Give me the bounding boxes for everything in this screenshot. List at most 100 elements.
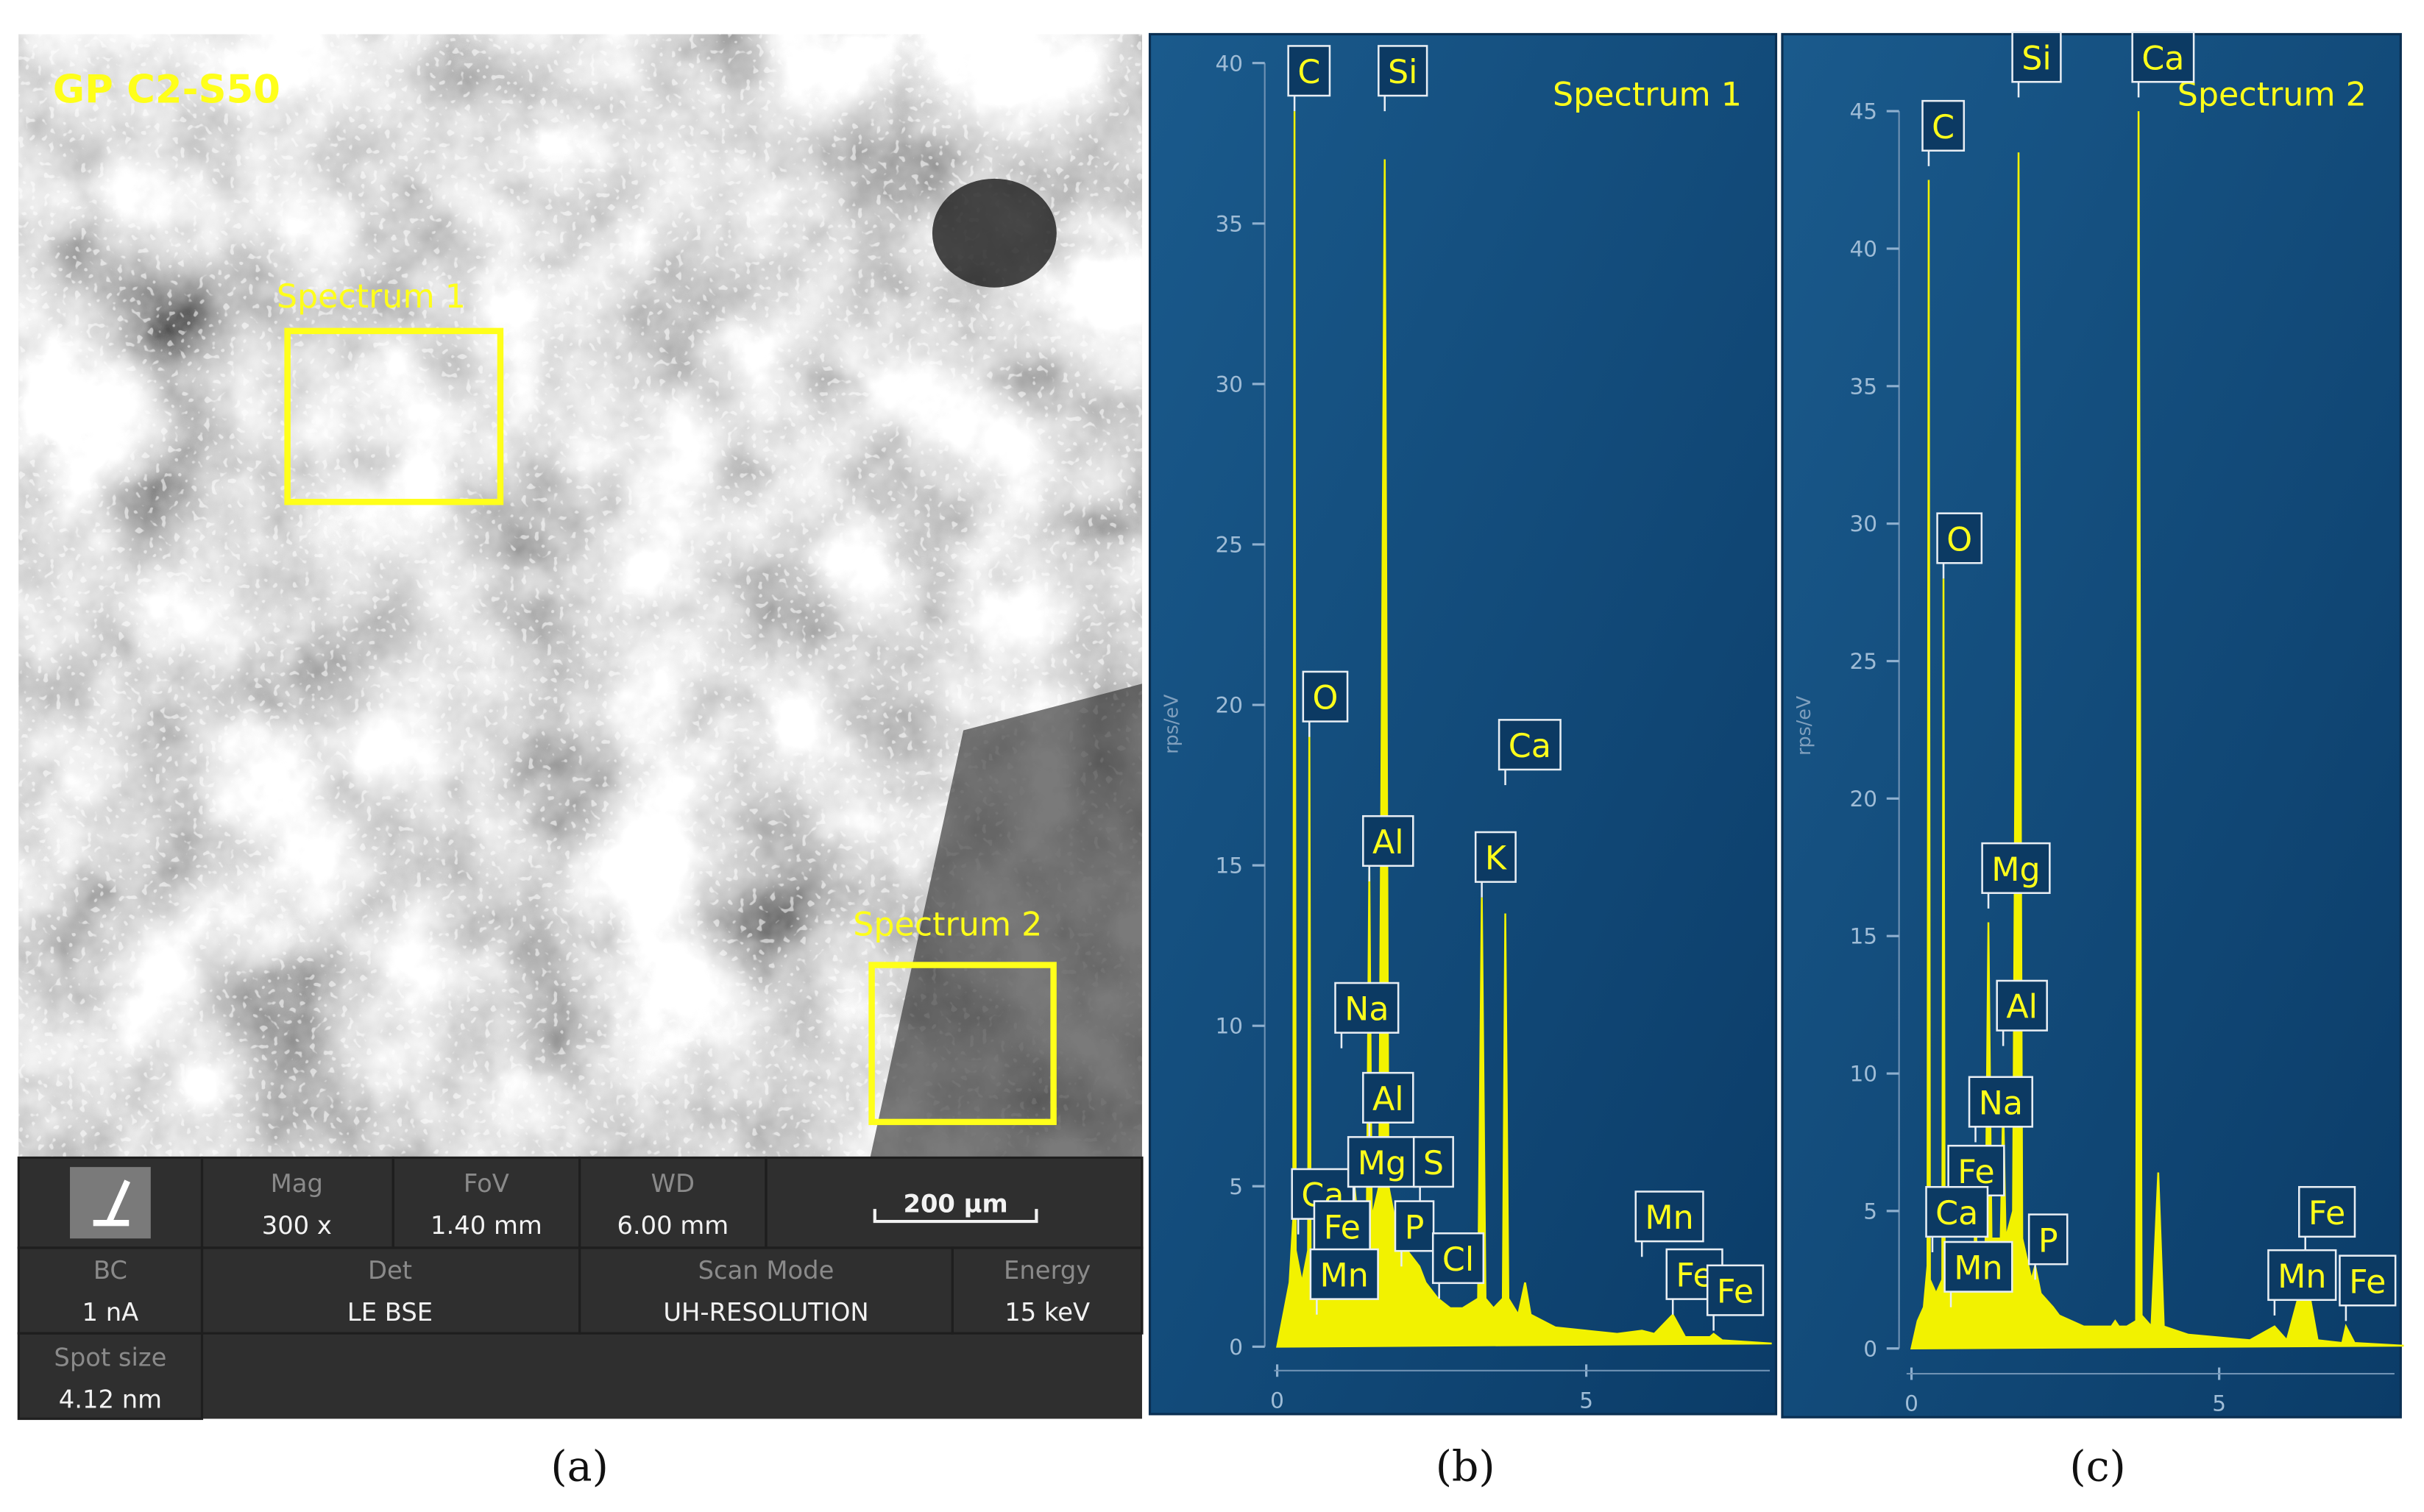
y-tick-label: 35 — [1216, 211, 1244, 236]
peak-annotation: Na — [1334, 982, 1400, 1048]
peak-annotation: Fe — [1313, 1200, 1371, 1267]
region-label: Spectrum 2 — [853, 906, 1042, 943]
y-tick-label: 0 — [1229, 1335, 1243, 1360]
info-value: 15 keV — [1004, 1298, 1090, 1327]
annotation-label: Si — [1388, 54, 1417, 91]
sem-image — [18, 34, 1142, 1158]
y-tick-label: 15 — [1216, 853, 1244, 879]
peak-annotation: Na — [1968, 1076, 2033, 1143]
info-value: 1 nA — [82, 1298, 139, 1327]
annotation-box — [1943, 1241, 2013, 1293]
plot-background — [1148, 32, 1778, 1416]
region-label: Spectrum 1 — [277, 278, 466, 316]
peak-annotation: Al — [1362, 814, 1414, 881]
annotation-label: P — [1405, 1209, 1425, 1246]
peak-annotation: P — [1394, 1200, 1435, 1267]
peak-annotation: Mg — [1347, 1136, 1417, 1203]
annotation-label: Al — [1372, 824, 1404, 862]
info-label: WD — [651, 1169, 695, 1198]
annotation-label: Mn — [1320, 1257, 1369, 1295]
annotation-label: Si — [2021, 40, 2051, 77]
spectrum — [1910, 111, 2404, 1350]
annotation-box — [1968, 1076, 2033, 1128]
x-tick-label: 0 — [1270, 1388, 1284, 1413]
annotation-label: Mn — [2278, 1258, 2326, 1296]
annotation-label: Ca — [1935, 1195, 1978, 1232]
annotation-label: K — [1485, 840, 1507, 878]
info-value: 1.40 mm — [430, 1211, 542, 1240]
info-grid — [17, 1156, 1144, 1420]
peak-annotation: Fe — [1706, 1264, 1765, 1331]
annotation-box — [1921, 99, 1966, 152]
peak-annotation: Al — [1996, 979, 2048, 1046]
peak-annotation: K — [1474, 831, 1517, 898]
plot-background — [1781, 32, 2402, 1419]
scale-bar-label: 200 µm — [903, 1189, 1007, 1218]
chart-title: Spectrum 2 — [2177, 77, 2367, 114]
peak-annotation: P — [2027, 1213, 2069, 1280]
cell — [17, 1332, 204, 1420]
y-axis-label: rps/eV — [1793, 695, 1815, 756]
y-tick-label: 0 — [1863, 1336, 1877, 1361]
x-tick-label: 5 — [2212, 1391, 2226, 1416]
annotation-box — [1412, 1136, 1454, 1188]
peak-annotation: Ca — [2131, 31, 2195, 98]
info-value: 6.00 mm — [617, 1211, 729, 1240]
sem-shadow — [870, 684, 1142, 1158]
peak-annotation: Ca — [1498, 719, 1562, 786]
info-value: UH-RESOLUTION — [663, 1298, 868, 1327]
y-tick-label: 35 — [1849, 374, 1877, 399]
info-label: Spot size — [54, 1343, 166, 1371]
annotation-label: C — [1297, 54, 1320, 91]
y-tick-label: 40 — [1216, 51, 1244, 76]
info-label: Scan Mode — [698, 1256, 834, 1285]
peak-annotation: S — [1412, 1136, 1454, 1203]
annotation-box — [1334, 982, 1400, 1034]
peak-annotation: Ca — [1925, 1185, 1989, 1252]
annotation-label: Fe — [2308, 1195, 2345, 1232]
sample-name: GP C2-S50 — [53, 67, 280, 112]
y-axis-label: rps/eV — [1160, 694, 1183, 754]
x-tick-label: 5 — [1579, 1388, 1593, 1413]
info-label: Det — [368, 1256, 412, 1285]
annotation-box — [2339, 1254, 2397, 1307]
annotation-label: Na — [1344, 991, 1389, 1029]
peak-annotation: Si — [2011, 31, 2062, 98]
scale-bar — [873, 1209, 1038, 1224]
y-tick-label: 30 — [1216, 372, 1244, 397]
y-tick-label: 15 — [1849, 924, 1877, 949]
annotation-box — [1378, 45, 1428, 97]
y-tick-label: 30 — [1849, 511, 1877, 536]
annotation-box — [1981, 842, 2051, 894]
peak-annotation: Al — [1362, 1071, 1414, 1138]
annotation-label: Fe — [1717, 1274, 1754, 1311]
panel-label: (b) — [1436, 1443, 1495, 1491]
y-tick-label: 20 — [1216, 693, 1244, 718]
annotation-box — [1362, 814, 1414, 867]
annotation-label: Ca — [2141, 40, 2184, 77]
annotation-box — [1362, 1071, 1414, 1124]
annotation-label: P — [2038, 1222, 2058, 1260]
logo-mark — [93, 1179, 131, 1227]
annotation-box — [2027, 1213, 2069, 1266]
peak-annotation: Mg — [1981, 842, 2051, 909]
y-tick-label: 10 — [1849, 1062, 1877, 1087]
info-value: 4.12 nm — [59, 1385, 162, 1413]
annotation-box — [1313, 1200, 1371, 1252]
peak-annotation: Mn — [1943, 1241, 2013, 1307]
annotation-label: Mg — [1991, 851, 2040, 889]
annotation-box — [1634, 1190, 1704, 1243]
info-label: FoV — [464, 1169, 509, 1198]
chart-title: Spectrum 1 — [1553, 77, 1742, 114]
annotation-label: Cl — [1442, 1241, 1474, 1279]
annotation-box — [1936, 512, 1983, 564]
sem-shadow — [932, 178, 1057, 288]
annotation-box — [1394, 1200, 1435, 1252]
info-value: LE BSE — [347, 1298, 433, 1327]
annotation-box — [1431, 1232, 1485, 1285]
annotation-label: O — [1946, 521, 1972, 558]
annotation-label: O — [1312, 680, 1338, 717]
spectrum — [1276, 111, 1772, 1348]
peak-annotation: C — [1287, 45, 1331, 112]
x-tick-label: 0 — [1904, 1391, 1918, 1416]
